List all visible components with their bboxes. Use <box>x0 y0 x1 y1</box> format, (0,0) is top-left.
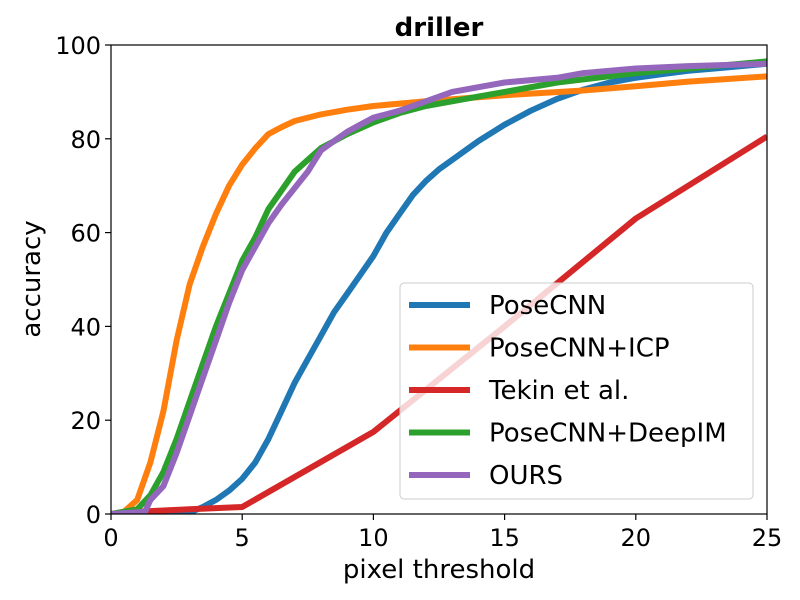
x-tick-label-1: 5 <box>235 524 250 552</box>
series-line-4 <box>111 60 767 514</box>
legend-label-1: PoseCNN+ICP <box>489 334 670 364</box>
y-tick-label-2: 40 <box>70 313 101 341</box>
x-tick-label-0: 0 <box>103 524 118 552</box>
legend-label-4: OURS <box>489 461 563 491</box>
legend-label-2: Tekin et al. <box>488 376 629 406</box>
legend-label-3: PoseCNN+DeepIM <box>489 419 727 449</box>
x-tick-label-3: 15 <box>489 524 520 552</box>
y-tick-label-1: 20 <box>70 407 101 435</box>
y-tick-label-4: 80 <box>70 126 101 154</box>
series-line-1 <box>111 73 767 514</box>
series-line-3 <box>111 58 767 514</box>
y-axis-label: accuracy <box>17 220 47 337</box>
series-layer <box>111 58 767 514</box>
x-axis-label: pixel threshold <box>343 555 535 585</box>
plot-frame <box>110 44 768 515</box>
x-tick-label-5: 25 <box>752 524 783 552</box>
legend: PoseCNN PoseCNN+ICP Tekin et al. PoseCNN+De… <box>399 282 754 500</box>
x-tick-label-2: 10 <box>358 524 389 552</box>
legend-label-0: PoseCNN <box>489 291 606 321</box>
axis-layer: 0 5 10 15 20 25 0 20 40 60 80 100 <box>55 32 782 552</box>
x-tick-label-4: 20 <box>621 524 652 552</box>
series-line-0 <box>111 60 767 514</box>
chart-title: driller <box>395 13 484 43</box>
legend-box <box>399 282 754 500</box>
y-tick-label-0: 0 <box>86 501 101 529</box>
y-tick-label-3: 60 <box>70 220 101 248</box>
y-tick-label-5: 100 <box>55 32 101 60</box>
